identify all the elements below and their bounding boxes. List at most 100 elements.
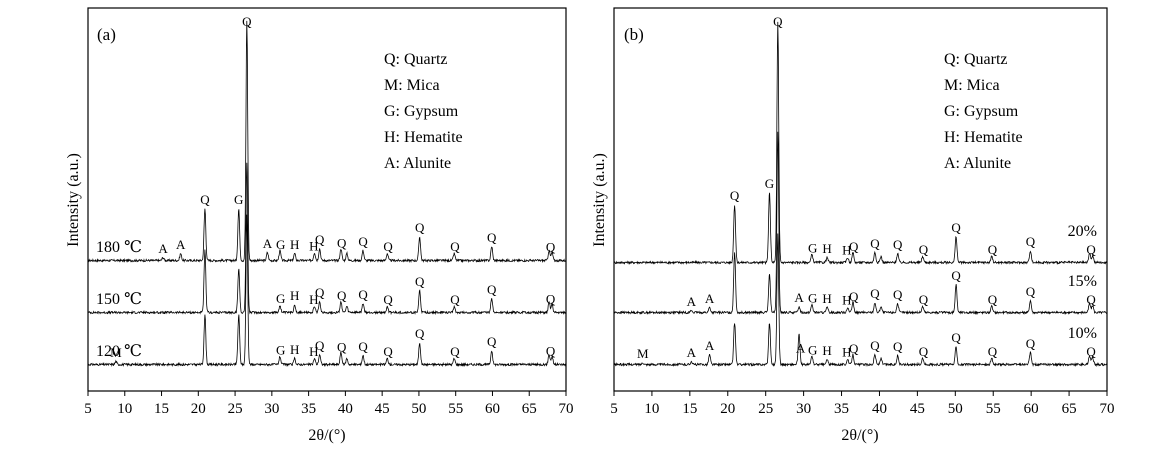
peak-label: H bbox=[842, 242, 851, 257]
peak-label: H bbox=[290, 288, 299, 303]
peak-label: Q bbox=[383, 239, 393, 254]
peak-label: Q bbox=[337, 236, 347, 251]
panel-a: (a) Q: Quartz M: Mica G: Gypsum H: Hemat… bbox=[65, 7, 574, 444]
peak-label: Q bbox=[773, 14, 783, 29]
peak-label: H bbox=[842, 292, 851, 307]
x-tick-label: 50 bbox=[411, 401, 426, 417]
peak-label: H bbox=[309, 292, 318, 307]
peak-label: Q bbox=[450, 292, 460, 307]
peak-label: Q bbox=[988, 292, 998, 307]
legend-entry: M: Mica bbox=[384, 77, 440, 94]
peak-label: A bbox=[158, 241, 168, 256]
series-label: 20% bbox=[1068, 223, 1097, 240]
peak-label: Q bbox=[315, 232, 325, 247]
peak-label: Q bbox=[546, 292, 556, 307]
peak-label: Q bbox=[358, 234, 368, 249]
peak-label: Q bbox=[1086, 292, 1096, 307]
peak-label: Q bbox=[919, 292, 929, 307]
x-tick-label: 60 bbox=[1024, 401, 1039, 417]
xrd-curve bbox=[613, 131, 1107, 316]
legend-entry: M: Mica bbox=[944, 77, 1000, 94]
peak-label: Q bbox=[487, 230, 497, 245]
series-label: 150 ℃ bbox=[96, 291, 142, 308]
x-tick-label: 10 bbox=[644, 401, 659, 417]
legend-entry: A: Alunite bbox=[944, 155, 1011, 172]
peak-label: Q bbox=[450, 344, 460, 359]
x-tick-label: 55 bbox=[986, 401, 1001, 417]
peak-label: G bbox=[276, 291, 285, 306]
peak-label: Q bbox=[337, 288, 347, 303]
x-tick-label: 20 bbox=[191, 401, 206, 417]
peak-label: H bbox=[822, 241, 831, 256]
x-tick-label: 30 bbox=[796, 401, 811, 417]
peak-label: Q bbox=[546, 240, 556, 255]
x-tick-label: 70 bbox=[559, 401, 574, 417]
peak-label: G bbox=[276, 237, 285, 252]
x-tick-label: 15 bbox=[682, 401, 697, 417]
peak-label: A bbox=[705, 291, 715, 306]
x-tick-label: 15 bbox=[154, 401, 169, 417]
peak-label: M bbox=[637, 346, 649, 361]
x-tick-label: 55 bbox=[448, 401, 463, 417]
legend-entry: G: Gypsum bbox=[384, 103, 459, 120]
peak-label: Q bbox=[358, 287, 368, 302]
series-label: 15% bbox=[1068, 273, 1097, 290]
peak-label: Q bbox=[870, 338, 880, 353]
peak-label: Q bbox=[1086, 242, 1096, 257]
peak-label: H bbox=[309, 344, 318, 359]
legend-entry: A: Alunite bbox=[384, 155, 451, 172]
peak-label: Q bbox=[1086, 344, 1096, 359]
peak-label: Q bbox=[242, 14, 252, 29]
peak-label: Q bbox=[315, 338, 325, 353]
x-tick-label: 65 bbox=[1062, 401, 1077, 417]
peak-label: A bbox=[705, 338, 715, 353]
peak-label: Q bbox=[893, 287, 903, 302]
peak-label: Q bbox=[870, 236, 880, 251]
x-tick-label: 45 bbox=[375, 401, 390, 417]
panel-a-label: (a) bbox=[97, 25, 116, 44]
peak-label: A bbox=[263, 236, 273, 251]
peak-label: Q bbox=[951, 268, 961, 283]
panel-b-frame bbox=[613, 7, 1108, 392]
panel-b-x-ticks: 5 10 15 20 25 30 35 40 45 50 55 60 65 70 bbox=[610, 391, 1115, 417]
legend-entry: H: Hematite bbox=[944, 129, 1023, 146]
panel-a-legend: Q: Quartz M: Mica G: Gypsum H: Hematite … bbox=[384, 51, 463, 172]
peak-label: Q bbox=[951, 220, 961, 235]
peak-label: A bbox=[796, 341, 806, 356]
panel-a-x-axis-label: 2θ/(°) bbox=[308, 427, 345, 444]
xrd-curve bbox=[88, 20, 567, 264]
peak-label: H bbox=[822, 291, 831, 306]
peak-label: A bbox=[687, 294, 697, 309]
peak-label: Q bbox=[870, 286, 880, 301]
peak-label: Q bbox=[951, 330, 961, 345]
x-tick-label: 70 bbox=[1100, 401, 1115, 417]
series-label: 10% bbox=[1068, 325, 1097, 342]
x-tick-label: 35 bbox=[834, 401, 849, 417]
panel-a-frame bbox=[87, 7, 567, 392]
peak-label: Q bbox=[1026, 234, 1036, 249]
x-tick-label: 60 bbox=[485, 401, 500, 417]
peak-label: Q bbox=[450, 239, 460, 254]
x-tick-label: 45 bbox=[910, 401, 925, 417]
panel-b-y-axis-label: Intensity (a.u.) bbox=[591, 153, 608, 247]
x-tick-label: 25 bbox=[758, 401, 773, 417]
peak-label: Q bbox=[200, 192, 210, 207]
peak-label: G bbox=[808, 240, 817, 255]
peak-label: Q bbox=[730, 188, 740, 203]
x-tick-label: 40 bbox=[338, 401, 353, 417]
x-tick-label: 10 bbox=[117, 401, 132, 417]
peak-label: Q bbox=[415, 274, 425, 289]
peak-label: Q bbox=[1026, 284, 1036, 299]
peak-label: A bbox=[794, 290, 804, 305]
panel-b: (b) Q: Quartz M: Mica G: Gypsum H: Hemat… bbox=[591, 7, 1115, 444]
peak-label: Q bbox=[487, 334, 497, 349]
x-tick-label: 30 bbox=[264, 401, 279, 417]
legend-entry: H: Hematite bbox=[384, 129, 463, 146]
peak-label: H bbox=[822, 343, 831, 358]
panel-b-x-axis-label: 2θ/(°) bbox=[841, 427, 878, 444]
peak-label: A bbox=[687, 345, 697, 360]
panel-b-legend: Q: Quartz M: Mica G: Gypsum H: Hematite … bbox=[944, 51, 1023, 172]
x-tick-label: 65 bbox=[522, 401, 537, 417]
